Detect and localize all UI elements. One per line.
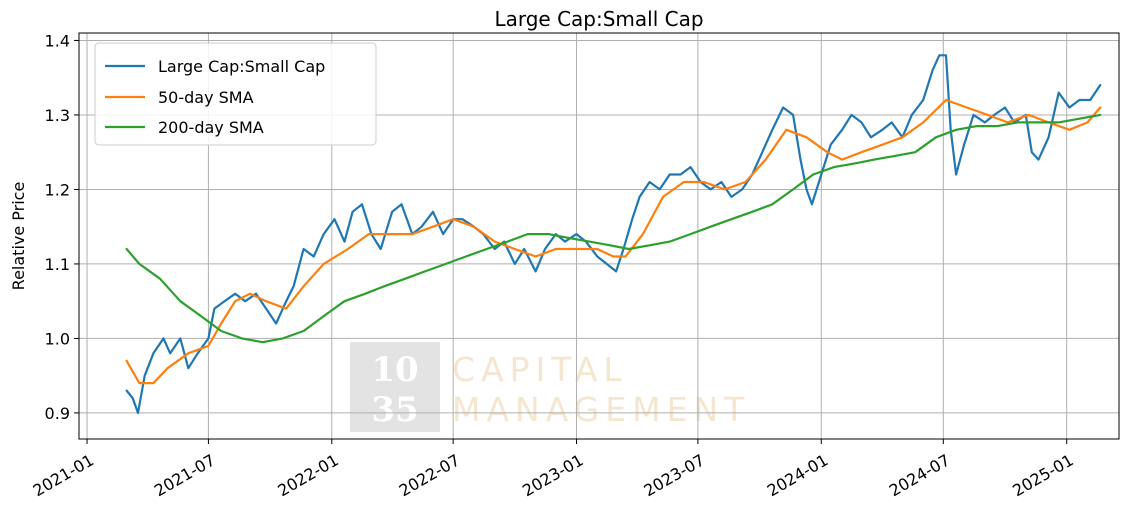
y-tick-label: 0.9: [45, 404, 70, 423]
watermark-number-line1: 10: [371, 350, 418, 390]
y-tick-label: 1.1: [45, 255, 70, 274]
legend-label-sma50: 50-day SMA: [158, 88, 254, 107]
watermark-number-line2: 35: [371, 390, 418, 430]
y-tick-label: 1.3: [45, 106, 70, 125]
legend-label-sma200: 200-day SMA: [158, 118, 264, 137]
y-tick-label: 1.4: [45, 31, 70, 50]
watermark-logo-box: [350, 342, 440, 432]
legend: Large Cap:Small Cap 50-day SMA 200-day S…: [94, 42, 377, 146]
legend-label-price: Large Cap:Small Cap: [158, 57, 325, 76]
plot-frame: [78, 32, 1120, 440]
series-line-200-day-sma: [125, 113, 1102, 344]
y-tick-label: 1.2: [45, 180, 70, 199]
watermark-text-line2: MANAGEMENT: [452, 390, 750, 429]
series-layer: [125, 54, 1102, 414]
legend-box: [94, 42, 377, 146]
series-line-large-cap-small-cap: [125, 54, 1102, 414]
y-tick-label: 1.0: [45, 329, 70, 348]
watermark-text-line1: CAPITAL: [452, 350, 628, 389]
chart-title: Large Cap:Small Cap: [494, 7, 703, 31]
grid: [79, 33, 1119, 439]
y-axis-label: Relative Price: [9, 182, 28, 291]
watermark: 10 35 CAPITAL MANAGEMENT: [350, 342, 750, 432]
series-line-50-day-sma: [125, 98, 1102, 385]
